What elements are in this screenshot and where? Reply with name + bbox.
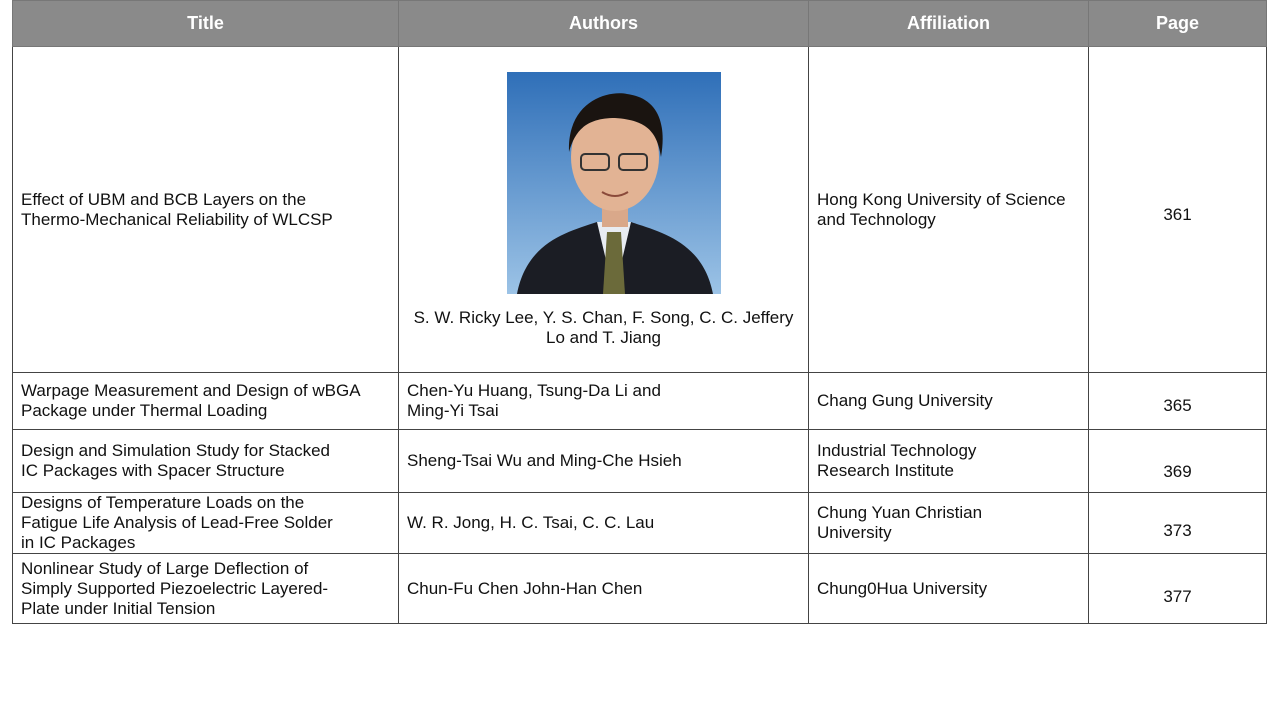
authors-cell: Chun-Fu Chen John-Han Chen xyxy=(398,553,809,624)
paper-table: Title Authors Affiliation Page Effect of… xyxy=(12,0,1267,624)
title-cell: Nonlinear Study of Large Deflection of S… xyxy=(12,553,399,624)
page-cell: 369 xyxy=(1088,429,1267,493)
row: Nonlinear Study of Large Deflection of S… xyxy=(12,553,1267,624)
row: Designs of Temperature Loads on the Fati… xyxy=(12,492,1267,554)
affiliation-cell: Chung Yuan Christian University xyxy=(808,492,1089,554)
authors-cell: S. W. Ricky Lee, Y. S. Chan, F. Song, C.… xyxy=(398,46,809,373)
header-cell: Affiliation xyxy=(808,0,1089,47)
authors-text: S. W. Ricky Lee, Y. S. Chan, F. Song, C.… xyxy=(413,307,794,347)
page-cell: 377 xyxy=(1088,553,1267,624)
page-cell: 365 xyxy=(1088,372,1267,430)
affiliation-cell: Industrial Technology Research Institute xyxy=(808,429,1089,493)
authors-cell: Chen-Yu Huang, Tsung-Da Li and Ming-Yi T… xyxy=(398,372,809,430)
row: Warpage Measurement and Design of wBGA P… xyxy=(12,372,1267,430)
affiliation-cell: Chung0Hua University xyxy=(808,553,1089,624)
title-cell: Design and Simulation Study for Stacked … xyxy=(12,429,399,493)
page-cell: 361 xyxy=(1088,46,1267,373)
header-row: Title Authors Affiliation Page xyxy=(12,0,1267,47)
authors-cell: Sheng-Tsai Wu and Ming-Che Hsieh xyxy=(398,429,809,493)
authors-cell: W. R. Jong, H. C. Tsai, C. C. Lau xyxy=(398,492,809,554)
header-cell: Authors xyxy=(398,0,809,47)
title-cell: Designs of Temperature Loads on the Fati… xyxy=(12,492,399,554)
title-cell: Warpage Measurement and Design of wBGA P… xyxy=(12,372,399,430)
author-photo xyxy=(507,71,721,294)
title-cell: Effect of UBM and BCB Layers on the Ther… xyxy=(12,46,399,373)
affiliation-cell: Chang Gung University xyxy=(808,372,1089,430)
header-cell: Page xyxy=(1088,0,1267,47)
page-cell: 373 xyxy=(1088,492,1267,554)
row: Effect of UBM and BCB Layers on the Ther… xyxy=(12,46,1267,373)
header-cell: Title xyxy=(12,0,399,47)
row: Design and Simulation Study for Stacked … xyxy=(12,429,1267,493)
affiliation-cell: Hong Kong University of Science and Tech… xyxy=(808,46,1089,373)
